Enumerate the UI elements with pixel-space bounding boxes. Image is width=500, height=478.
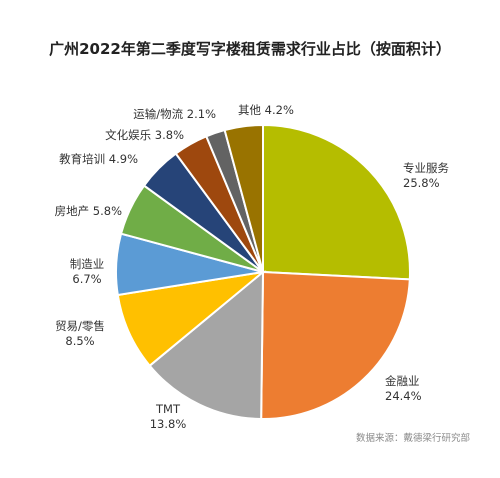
pie-slice <box>148 269 265 421</box>
slice-label-value: 8.5% <box>65 334 94 348</box>
slice-label-value: 25.8% <box>403 176 440 190</box>
pie-slice <box>223 123 264 273</box>
source-note: 数据来源：戴德梁行研究部 <box>356 432 470 444</box>
slice-label-value: 24.4% <box>385 389 422 403</box>
slice-label-name: 贸易/零售 <box>55 319 105 333</box>
slice-label-name: TMT <box>155 402 181 416</box>
slice-label-name: 金融业 <box>385 374 420 388</box>
slice-label: 文化娱乐 3.8% <box>105 128 184 142</box>
pie-slice <box>260 270 411 420</box>
pie-slices <box>115 123 411 421</box>
slice-label: 教育培训 4.9% <box>59 152 138 166</box>
chart-title: 广州2022年第二季度写字楼租赁需求行业占比（按面积计） <box>49 40 451 58</box>
slice-label-name: 专业服务 <box>403 161 449 175</box>
slice-label: 房地产 5.8% <box>55 204 122 218</box>
slice-label: 其他 4.2% <box>238 103 294 117</box>
slice-label-value: 13.8% <box>150 417 187 431</box>
slice-label-value: 6.7% <box>72 272 101 286</box>
pie-slice <box>262 123 411 281</box>
slice-label: 运输/物流 2.1% <box>133 107 216 121</box>
slice-label-name: 制造业 <box>70 257 105 271</box>
